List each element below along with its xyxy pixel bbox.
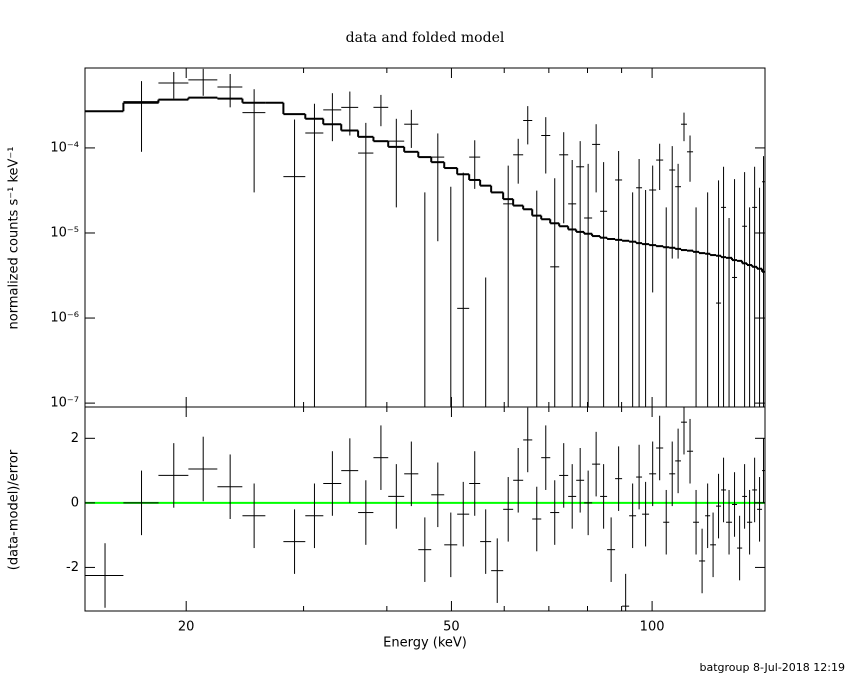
plot-area [85, 407, 765, 611]
x-tick-label: 100 [640, 620, 665, 635]
y-tick-label: 10⁻⁴ [50, 140, 79, 155]
y-tick-label: 0 [71, 495, 79, 510]
y-tick-label: 10⁻⁷ [50, 396, 79, 411]
y-axis-label: (data-model)/error [7, 449, 22, 570]
footer: batgroup 8-Jul-2018 12:19 [700, 661, 846, 674]
y-tick-label: 10⁻⁶ [50, 311, 79, 326]
panel-frame [84, 406, 766, 612]
y-tick-label: -2 [66, 560, 79, 575]
plot-area [85, 68, 765, 407]
y-axis-label: normalized counts s⁻¹ keV⁻¹ [7, 147, 22, 330]
y-tick-label: 10⁻⁵ [50, 225, 79, 240]
x-tick-label: 50 [443, 620, 460, 635]
y-tick-label: 2 [71, 431, 79, 446]
x-axis-label: Energy (keV) [383, 636, 467, 651]
chart-title: data and folded model [346, 30, 505, 46]
x-tick-label: 20 [178, 620, 195, 635]
